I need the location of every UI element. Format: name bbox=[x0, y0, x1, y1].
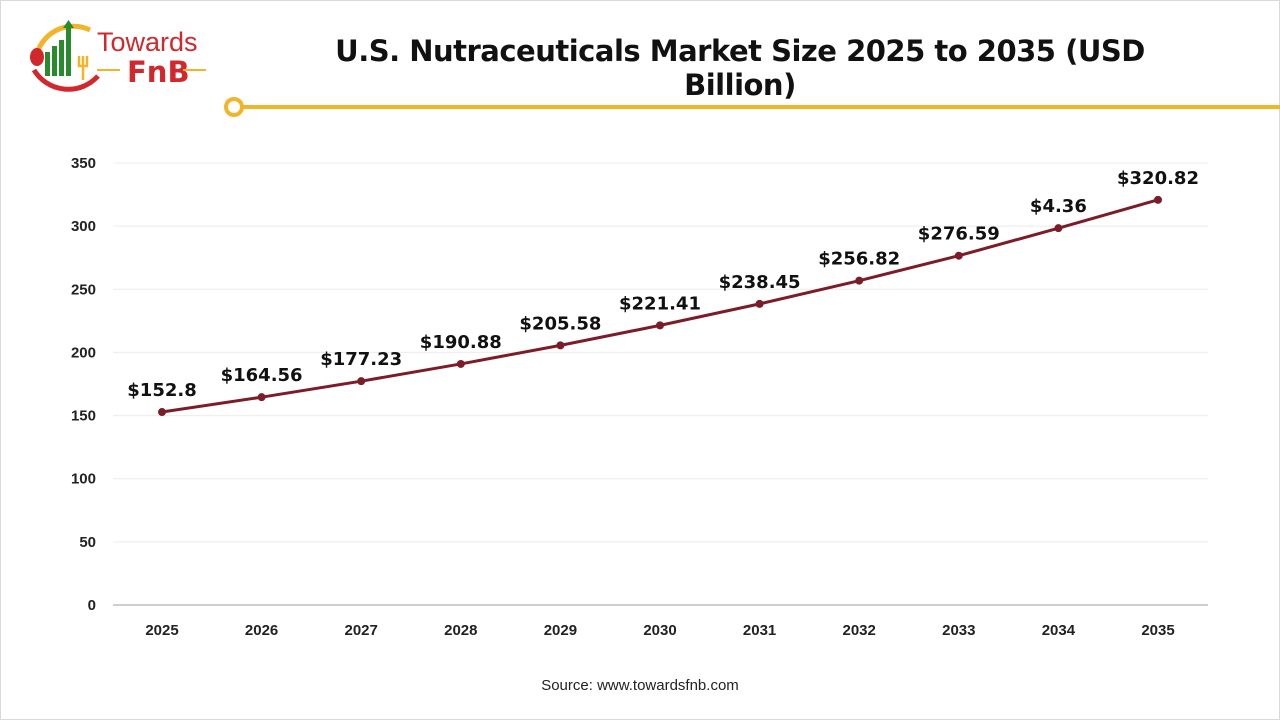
data-label: $190.88 bbox=[420, 332, 502, 353]
y-tick-label: 250 bbox=[71, 281, 96, 298]
chart-title: U.S. Nutraceuticals Market Size 2025 to … bbox=[335, 34, 1145, 102]
data-label: $152.8 bbox=[127, 380, 196, 401]
data-point bbox=[556, 341, 565, 350]
data-label: $177.23 bbox=[320, 349, 402, 370]
data-label: $205.58 bbox=[519, 313, 601, 334]
logo: Towards FnB bbox=[30, 20, 206, 92]
data-label: $320.82 bbox=[1117, 168, 1199, 189]
data-point bbox=[656, 321, 664, 330]
data-label: $276.59 bbox=[918, 224, 1000, 245]
data-label: $256.82 bbox=[818, 249, 900, 270]
y-tick-label: 350 bbox=[71, 155, 96, 172]
y-tick-label: 50 bbox=[79, 534, 96, 551]
data-point bbox=[257, 393, 266, 402]
x-tick-label: 2029 bbox=[544, 622, 577, 639]
data-point bbox=[357, 377, 366, 386]
x-tick-label: 2032 bbox=[843, 622, 876, 639]
logo-text-towards: Towards bbox=[97, 27, 198, 57]
x-tick-label: 2027 bbox=[345, 622, 378, 639]
y-tick-label: 0 bbox=[88, 597, 96, 614]
data-label: $238.45 bbox=[719, 272, 801, 293]
source-note: Source: www.towardsfnb.com bbox=[541, 677, 739, 694]
x-tick-label: 2028 bbox=[444, 622, 477, 639]
y-tick-label: 300 bbox=[71, 218, 96, 235]
x-tick-label: 2034 bbox=[1042, 622, 1076, 639]
data-point bbox=[954, 251, 963, 260]
y-tick-label: 100 bbox=[71, 471, 96, 488]
x-tick-label: 2026 bbox=[245, 622, 278, 639]
data-label: $164.56 bbox=[221, 365, 303, 386]
x-tick-label: 2033 bbox=[942, 622, 975, 639]
data-point bbox=[855, 276, 864, 285]
data-point bbox=[755, 299, 764, 308]
x-tick-label: 2035 bbox=[1141, 622, 1174, 639]
data-point bbox=[1154, 195, 1162, 204]
data-point bbox=[456, 359, 465, 368]
data-point bbox=[158, 408, 166, 417]
x-tick-label: 2030 bbox=[643, 622, 676, 639]
y-tick-label: 200 bbox=[71, 344, 96, 361]
logo-text-fnb: FnB bbox=[127, 55, 190, 89]
x-tick-label: 2031 bbox=[743, 622, 776, 639]
data-label: $4.36 bbox=[1030, 196, 1087, 217]
data-label: $221.41 bbox=[619, 293, 701, 314]
y-tick-label: 150 bbox=[71, 408, 96, 425]
x-tick-label: 2025 bbox=[145, 622, 178, 639]
data-point bbox=[1054, 224, 1063, 233]
accent-rule bbox=[224, 97, 1280, 117]
